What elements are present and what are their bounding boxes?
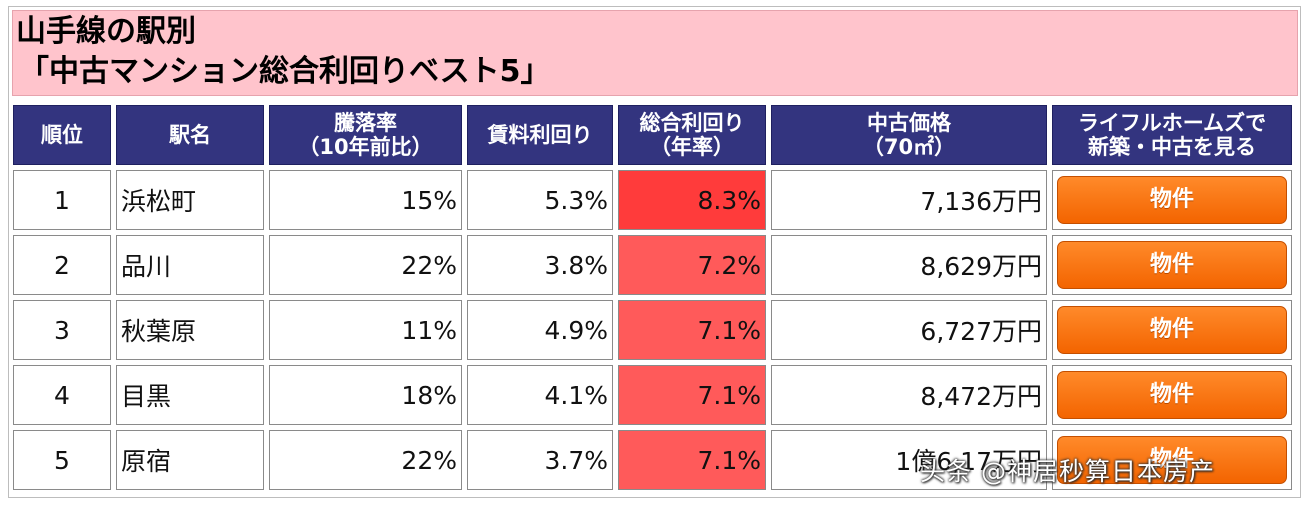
table-row: 5 原宿 22% 3.7% 7.1% 1億6,17万円 物件 (13, 430, 1292, 490)
header-total-yield-line2: （年率） (650, 135, 734, 159)
watermark-text: 头条 @神居秒算日本房产 (920, 457, 1215, 486)
table-row: 1 浜松町 15% 5.3% 8.3% 7,136万円 物件 (13, 170, 1292, 230)
rental-yield-cell: 5.3% (467, 170, 613, 230)
header-fall-rate-line2: （10年前比） (298, 135, 433, 159)
price-cell: 7,136万円 (771, 170, 1047, 230)
total-yield-cell: 7.1% (618, 300, 766, 360)
rank-cell: 1 (13, 170, 111, 230)
title-banner: 山手線の駅別 「中古マンション総合利回りベスト5」 (12, 10, 1298, 96)
price-cell: 1億6,17万円 (771, 430, 1047, 490)
table-row: 3 秋葉原 11% 4.9% 7.1% 6,727万円 物件 (13, 300, 1292, 360)
rental-yield-cell: 3.7% (467, 430, 613, 490)
rental-yield-cell: 3.8% (467, 235, 613, 295)
total-yield-cell: 8.3% (618, 170, 766, 230)
rank-cell: 5 (13, 430, 111, 490)
table-row: 2 品川 22% 3.8% 7.2% 8,629万円 物件 (13, 235, 1292, 295)
header-price-line2: （70㎡） (862, 135, 956, 159)
property-button-cell: 物件 (1052, 300, 1292, 360)
header-rental-yield: 賃料利回り (467, 105, 613, 165)
header-row: 順位 駅名 騰落率 （10年前比） 賃料利回り 総合利回り （年率） 中古価格 … (13, 105, 1292, 165)
property-button[interactable]: 物件 (1057, 436, 1287, 484)
fall-rate-cell: 11% (269, 300, 462, 360)
total-yield-cell: 7.1% (618, 365, 766, 425)
header-link-line1: ライフルホームズで (1077, 111, 1267, 135)
property-button-cell: 物件 (1052, 430, 1292, 490)
table-row: 4 目黒 18% 4.1% 7.1% 8,472万円 物件 (13, 365, 1292, 425)
price-cell: 6,727万円 (771, 300, 1047, 360)
header-link-line2: 新築・中古を見る (1088, 135, 1256, 159)
fall-rate-cell: 22% (269, 235, 462, 295)
rank-cell: 2 (13, 235, 111, 295)
header-fall-rate: 騰落率 （10年前比） (269, 105, 462, 165)
station-cell: 秋葉原 (116, 300, 264, 360)
station-cell: 原宿 (116, 430, 264, 490)
property-button[interactable]: 物件 (1057, 306, 1287, 354)
station-cell: 浜松町 (116, 170, 264, 230)
fall-rate-cell: 18% (269, 365, 462, 425)
page-subtitle: 「中古マンション総合利回りベスト5」 (19, 54, 551, 89)
property-button[interactable]: 物件 (1057, 371, 1287, 419)
rental-yield-cell: 4.1% (467, 365, 613, 425)
rental-yield-cell: 4.9% (467, 300, 613, 360)
page-title: 山手線の駅別 (16, 14, 196, 49)
property-button[interactable]: 物件 (1057, 176, 1287, 224)
station-cell: 品川 (116, 235, 264, 295)
fall-rate-cell: 15% (269, 170, 462, 230)
property-button-cell: 物件 (1052, 170, 1292, 230)
rank-cell: 3 (13, 300, 111, 360)
property-button-cell: 物件 (1052, 235, 1292, 295)
rank-cell: 4 (13, 365, 111, 425)
fall-rate-cell: 22% (269, 430, 462, 490)
price-cell: 8,472万円 (771, 365, 1047, 425)
property-button-cell: 物件 (1052, 365, 1292, 425)
ranking-table: 順位 駅名 騰落率 （10年前比） 賃料利回り 総合利回り （年率） 中古価格 … (8, 100, 1297, 495)
total-yield-cell: 7.2% (618, 235, 766, 295)
header-rank: 順位 (13, 105, 111, 165)
header-total-yield-line1: 総合利回り (639, 111, 745, 135)
total-yield-cell: 7.1% (618, 430, 766, 490)
header-price-line1: 中古価格 (867, 111, 951, 135)
price-cell: 8,629万円 (771, 235, 1047, 295)
header-fall-rate-line1: 騰落率 (334, 111, 397, 135)
header-link: ライフルホームズで 新築・中古を見る (1052, 105, 1292, 165)
header-total-yield: 総合利回り （年率） (618, 105, 766, 165)
property-button[interactable]: 物件 (1057, 241, 1287, 289)
station-cell: 目黒 (116, 365, 264, 425)
header-price: 中古価格 （70㎡） (771, 105, 1047, 165)
header-station: 駅名 (116, 105, 264, 165)
